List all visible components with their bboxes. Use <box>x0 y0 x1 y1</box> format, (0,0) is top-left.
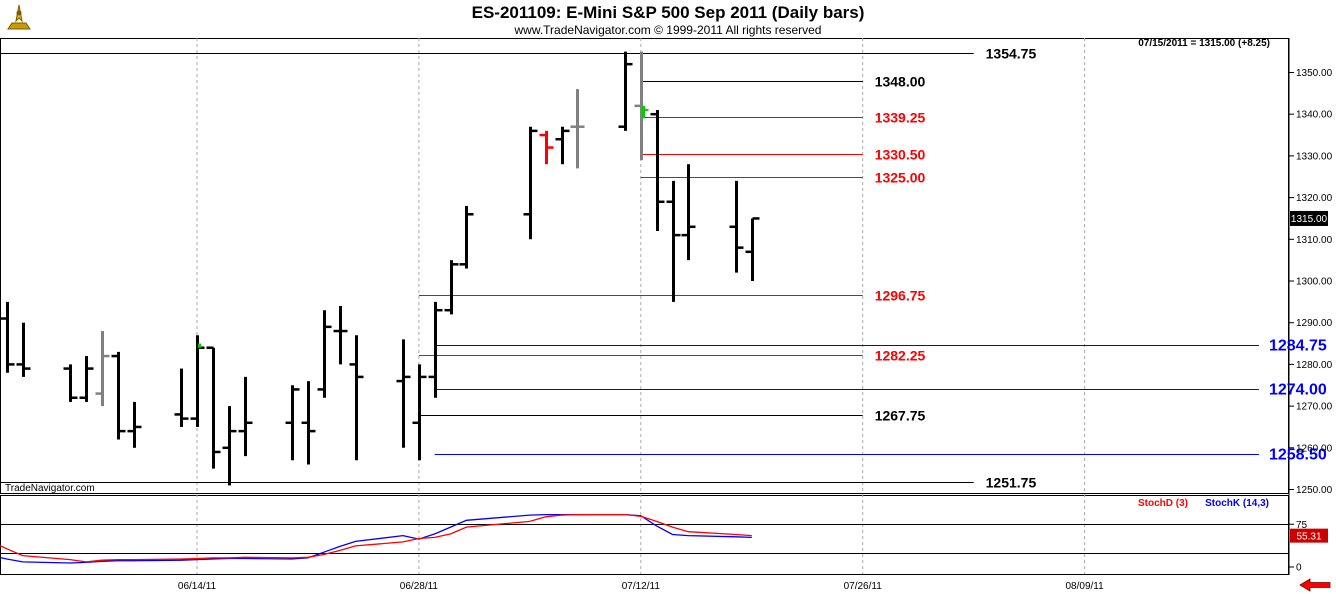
stochastic-panel <box>0 495 1289 575</box>
level-label: 1339.25 <box>875 110 926 126</box>
ohlc-bar <box>428 301 443 398</box>
ohlc-bar <box>681 164 696 261</box>
ohlc-bar <box>745 217 760 281</box>
ohlc-bars <box>0 51 760 486</box>
y-tick-label: 1300.00 <box>1296 277 1333 288</box>
date-axis: 06/14/11 06/28/11 07/12/11 07/26/11 08/09/11 <box>178 581 1104 592</box>
ohlc-bar <box>190 335 205 427</box>
ohlc-bar <box>459 205 474 269</box>
ohlc-bar <box>63 364 78 402</box>
level-label: 1258.50 <box>1269 447 1327 464</box>
ohlc-bar <box>634 51 649 161</box>
legend-stochk: StochK (14,3) <box>1205 498 1269 509</box>
stoch-y-tick-label: 75 <box>1296 520 1308 531</box>
ohlc-bar <box>111 351 126 440</box>
stochastic-value-tag: 55.31 <box>1290 528 1328 543</box>
ohlc-bar <box>729 180 744 273</box>
ohlc-bar <box>412 364 427 461</box>
ohlc-bar <box>333 306 348 365</box>
ohlc-bar <box>570 89 585 169</box>
ohlc-bar <box>16 322 31 377</box>
y-tick-label: 1270.00 <box>1296 402 1333 413</box>
ohlc-bar <box>301 381 316 465</box>
y-tick-label: 1260.00 <box>1296 443 1333 454</box>
level-label: 1330.50 <box>875 147 926 163</box>
level-label: 1274.00 <box>1269 382 1327 399</box>
ohlc-bar <box>396 339 411 448</box>
chart-title: ES-201109: E-Mini S&P 500 Sep 2011 (Dail… <box>472 3 865 22</box>
last-price-info: 07/15/2011 = 1315.00 (+8.25) <box>1138 38 1270 49</box>
level-label: 1354.75 <box>986 46 1037 62</box>
ohlc-bar <box>539 130 554 165</box>
ohlc-bar <box>618 51 633 131</box>
ohlc-bar <box>666 180 681 302</box>
ohlc-bar <box>650 110 665 231</box>
y-tick-label: 1350.00 <box>1296 68 1333 79</box>
ohlc-bar <box>523 126 538 240</box>
ohlc-bar <box>317 310 332 398</box>
copyright-subtitle: www.TradeNavigator.com © 1999-2011 All r… <box>514 23 822 37</box>
ohlc-bar <box>285 385 300 461</box>
price-levels: 1354.75 1348.00 1339.25 1330.50 1325.00 1296.… <box>0 46 1327 491</box>
level-label: 1267.75 <box>875 408 926 424</box>
legend-stochd: StochD (3) <box>1138 498 1188 509</box>
level-label: 1282.25 <box>875 348 926 364</box>
ohlc-bar <box>444 260 459 315</box>
ohlc-bar <box>349 335 364 461</box>
y-tick-label: 1340.00 <box>1296 110 1333 121</box>
level-label: 1296.75 <box>875 288 926 304</box>
level-label: 1284.75 <box>1269 338 1327 355</box>
ohlc-bar <box>79 356 94 402</box>
x-tick-label: 07/26/11 <box>844 581 883 592</box>
y-tick-label: 1310.00 <box>1296 235 1333 246</box>
x-tick-label: 08/09/11 <box>1066 581 1105 592</box>
x-tick-label: 07/12/11 <box>622 581 661 592</box>
watermark: TradeNavigator.com <box>5 483 95 494</box>
logo[interactable] <box>4 3 34 33</box>
left-arrow-icon[interactable] <box>1298 578 1332 592</box>
last-price-value: 1315.00 <box>1291 214 1328 225</box>
ohlc-bar <box>555 126 570 165</box>
y-tick-label: 1290.00 <box>1296 318 1333 329</box>
stochastic-plot: 0 75 <box>0 513 1308 574</box>
stochd-line <box>0 513 752 563</box>
y-tick-label: 1330.00 <box>1296 151 1333 162</box>
grid-lines <box>196 38 1086 574</box>
ohlc-bar <box>95 331 110 407</box>
ohlc-bar <box>238 376 253 457</box>
last-price-tag: 1315.00 <box>1290 210 1328 226</box>
ohlc-bar <box>174 368 189 427</box>
ohlc-bar <box>127 401 142 448</box>
level-label: 1325.00 <box>875 170 926 186</box>
y-tick-label: 1280.00 <box>1296 360 1333 371</box>
level-label: 1251.75 <box>986 475 1037 491</box>
x-tick-label: 06/14/11 <box>178 581 217 592</box>
stoch-y-tick-label: 0 <box>1296 563 1302 574</box>
y-tick-label: 1250.00 <box>1296 485 1333 496</box>
price-axis: 1250.00 1260.00 1270.00 1280.00 1290.00 1300.… <box>1289 68 1333 496</box>
x-tick-label: 06/28/11 <box>400 581 439 592</box>
ohlc-bar <box>0 301 15 373</box>
stochk-line <box>0 513 752 564</box>
stochastic-value: 55.31 <box>1296 532 1321 543</box>
ohlc-bar <box>222 406 237 486</box>
level-label: 1348.00 <box>875 74 926 90</box>
ohlc-bar <box>206 346 221 469</box>
y-tick-label: 1320.00 <box>1296 193 1333 204</box>
